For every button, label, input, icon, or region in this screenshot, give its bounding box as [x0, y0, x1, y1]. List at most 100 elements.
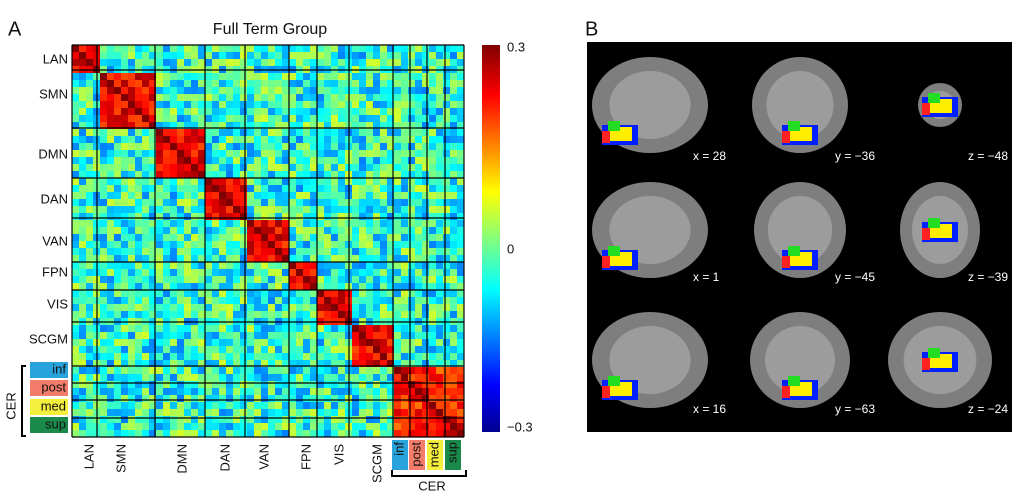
heatmap-cell [212, 59, 219, 66]
heatmap-cell [86, 304, 93, 311]
heatmap-cell [303, 269, 310, 276]
heatmap-cell [289, 129, 296, 136]
heatmap-cell [261, 395, 268, 402]
heatmap-cell [226, 430, 233, 437]
heatmap-cell [443, 367, 450, 374]
heatmap-cell [121, 430, 128, 437]
heatmap-cell [331, 73, 338, 80]
heatmap-cell [212, 101, 219, 108]
heatmap-cell [317, 409, 324, 416]
heatmap-cell [72, 199, 79, 206]
heatmap-cell [212, 80, 219, 87]
slice-label: y = −63 [835, 402, 875, 416]
heatmap-cell [415, 108, 422, 115]
heatmap-cell [394, 255, 401, 262]
heatmap-cell [282, 325, 289, 332]
heatmap-cell [317, 192, 324, 199]
heatmap-cell [170, 157, 177, 164]
heatmap-cell [261, 430, 268, 437]
heatmap-cell [422, 290, 429, 297]
heatmap-cell [457, 87, 464, 94]
col-label: SCGM [369, 444, 384, 483]
heatmap-cell [331, 143, 338, 150]
heatmap-cell [135, 409, 142, 416]
heatmap-cell [324, 143, 331, 150]
heatmap-cell [296, 423, 303, 430]
region [928, 93, 940, 103]
heatmap-cell [436, 213, 443, 220]
heatmap-cell [177, 297, 184, 304]
heatmap-cell [359, 157, 366, 164]
heatmap-cell [380, 234, 387, 241]
heatmap-cell [310, 409, 317, 416]
heatmap-cell [303, 241, 310, 248]
heatmap-cell [352, 409, 359, 416]
heatmap-cell [170, 409, 177, 416]
heatmap-cell [324, 87, 331, 94]
heatmap-cell [408, 171, 415, 178]
heatmap-cell [366, 255, 373, 262]
heatmap-cell [79, 346, 86, 353]
heatmap-cell [219, 192, 226, 199]
heatmap-cell [212, 220, 219, 227]
heatmap-cell [436, 80, 443, 87]
heatmap-cell [331, 45, 338, 52]
heatmap-cell [268, 367, 275, 374]
heatmap-cell [100, 290, 107, 297]
heatmap-cell [394, 164, 401, 171]
heatmap-cell [359, 402, 366, 409]
heatmap-cell [142, 206, 149, 213]
heatmap-cell [429, 297, 436, 304]
heatmap-cell [296, 192, 303, 199]
heatmap [72, 45, 464, 437]
heatmap-cell [184, 311, 191, 318]
heatmap-cell [128, 150, 135, 157]
heatmap-cell [135, 52, 142, 59]
heatmap-cell [457, 73, 464, 80]
heatmap-cell [114, 290, 121, 297]
heatmap-cell [86, 290, 93, 297]
heatmap-cell [212, 290, 219, 297]
heatmap-cell [443, 94, 450, 101]
heatmap-cell [282, 339, 289, 346]
heatmap-cell [79, 290, 86, 297]
heatmap-cell [303, 262, 310, 269]
heatmap-cell [457, 430, 464, 437]
heatmap-cell [450, 213, 457, 220]
heatmap-cell [205, 73, 212, 80]
heatmap-cell [205, 185, 212, 192]
heatmap-cell [268, 311, 275, 318]
heatmap-cell [380, 206, 387, 213]
heatmap-cell [72, 185, 79, 192]
heatmap-cell [296, 108, 303, 115]
heatmap-cell [254, 339, 261, 346]
heatmap-cell [114, 255, 121, 262]
heatmap-cell [268, 52, 275, 59]
heatmap-cell [373, 381, 380, 388]
heatmap-cell [324, 311, 331, 318]
heatmap-cell [135, 423, 142, 430]
heatmap-cell [436, 52, 443, 59]
heatmap-cell [408, 220, 415, 227]
heatmap-cell [261, 297, 268, 304]
heatmap-cell [254, 206, 261, 213]
heatmap-cell [79, 73, 86, 80]
heatmap-cell [86, 367, 93, 374]
heatmap-cell [261, 353, 268, 360]
heatmap-cell [268, 248, 275, 255]
heatmap-cell [317, 185, 324, 192]
heatmap-cell [233, 143, 240, 150]
heatmap-cell [240, 332, 247, 339]
heatmap-cell [366, 220, 373, 227]
heatmap-cell [240, 381, 247, 388]
heatmap-cell [324, 388, 331, 395]
heatmap-cell [310, 150, 317, 157]
heatmap-cell [296, 94, 303, 101]
heatmap-cell [86, 164, 93, 171]
heatmap-cell [205, 346, 212, 353]
heatmap-cell [233, 59, 240, 66]
heatmap-cell [457, 367, 464, 374]
heatmap-cell [233, 80, 240, 87]
heatmap-cell [268, 192, 275, 199]
heatmap-cell [135, 353, 142, 360]
